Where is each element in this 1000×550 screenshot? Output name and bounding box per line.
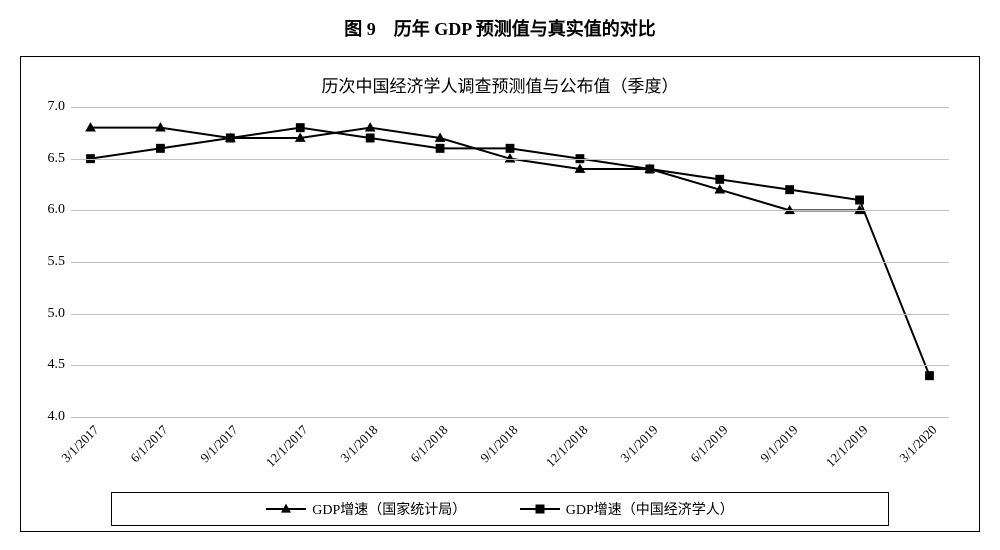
square-marker — [506, 144, 515, 153]
x-tick-label: 6/1/2019 — [687, 422, 731, 466]
x-tick-label: 12/1/2019 — [822, 422, 871, 471]
square-marker — [226, 134, 235, 143]
gridline — [71, 262, 949, 263]
legend: GDP增速（国家统计局） GDP增速（中国经济学人） — [111, 492, 889, 526]
triangle-icon — [266, 508, 306, 510]
legend-label: GDP增速（国家统计局） — [312, 499, 466, 519]
legend-item-nbs: GDP增速（国家统计局） — [266, 499, 466, 519]
y-tick-label: 5.5 — [33, 254, 65, 270]
plot-area: 4.04.55.05.56.06.57.0 — [71, 107, 949, 417]
square-marker — [785, 185, 794, 194]
x-tick-label: 12/1/2018 — [543, 422, 592, 471]
square-marker — [436, 144, 445, 153]
y-tick-label: 6.5 — [33, 151, 65, 167]
square-marker — [366, 134, 375, 143]
square-marker — [855, 196, 864, 205]
square-marker — [715, 175, 724, 184]
chart-frame: 历次中国经济学人调查预测值与公布值（季度） 4.04.55.05.56.06.5… — [20, 56, 980, 532]
gridline — [71, 314, 949, 315]
legend-label: GDP增速（中国经济学人） — [566, 499, 734, 519]
square-marker — [645, 165, 654, 174]
legend-item-cess: GDP增速（中国经济学人） — [520, 499, 734, 519]
gridline — [71, 159, 949, 160]
y-tick-label: 4.5 — [33, 357, 65, 373]
figure-title: 图 9 历年 GDP 预测值与真实值的对比 — [10, 15, 990, 41]
y-tick-label: 7.0 — [33, 99, 65, 115]
x-axis-labels: 3/1/20176/1/20179/1/201712/1/20173/1/201… — [71, 417, 949, 487]
gridline — [71, 210, 949, 211]
gridline — [71, 365, 949, 366]
gridline — [71, 107, 949, 108]
x-tick-label: 9/1/2018 — [477, 422, 521, 466]
x-tick-label: 12/1/2017 — [263, 422, 312, 471]
x-tick-label: 6/1/2017 — [128, 422, 172, 466]
x-tick-label: 3/1/2017 — [58, 422, 102, 466]
square-marker — [156, 144, 165, 153]
square-marker — [296, 123, 305, 132]
square-marker — [925, 371, 934, 380]
x-tick-label: 9/1/2019 — [757, 422, 801, 466]
y-tick-label: 6.0 — [33, 202, 65, 218]
x-tick-label: 9/1/2017 — [198, 422, 242, 466]
chart-title: 历次中国经济学人调查预测值与公布值（季度） — [31, 72, 969, 97]
y-tick-label: 4.0 — [33, 409, 65, 425]
x-tick-label: 3/1/2020 — [897, 422, 941, 466]
triangle-marker — [365, 122, 376, 131]
square-icon — [520, 508, 560, 510]
series-line — [91, 128, 930, 376]
y-tick-label: 5.0 — [33, 306, 65, 322]
x-tick-label: 3/1/2019 — [617, 422, 661, 466]
series-line — [91, 128, 860, 211]
x-tick-label: 3/1/2018 — [337, 422, 381, 466]
x-tick-label: 6/1/2018 — [407, 422, 451, 466]
